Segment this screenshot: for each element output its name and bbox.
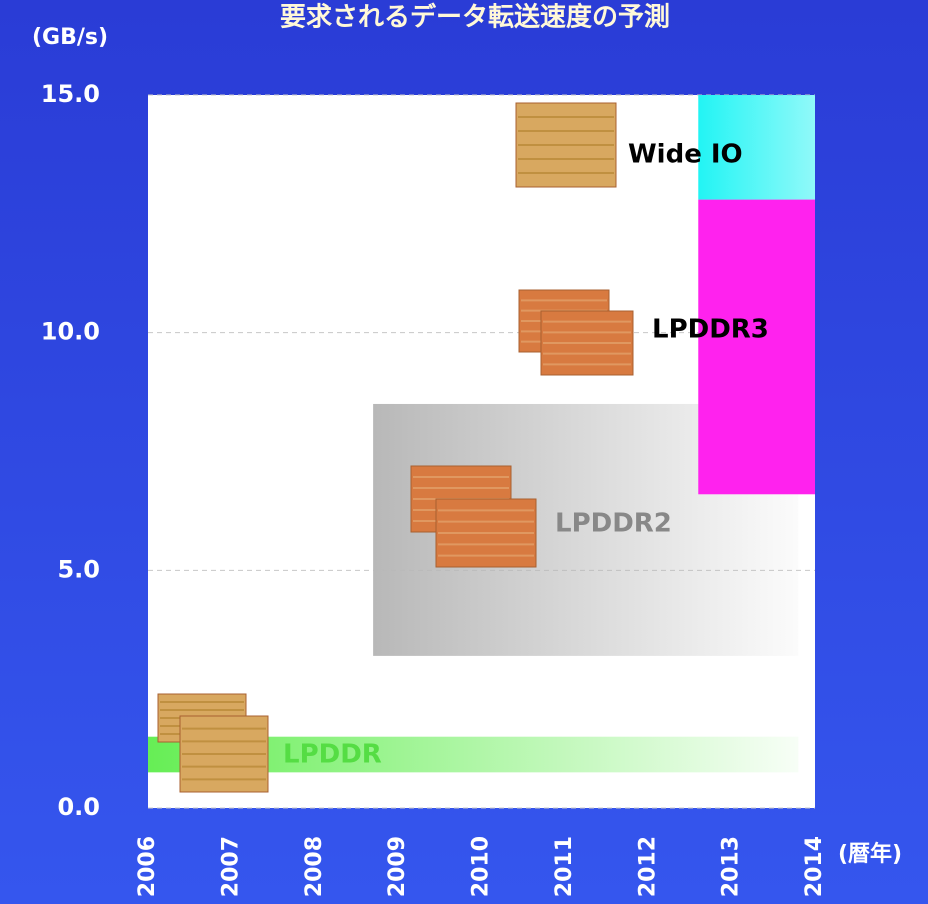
x-tick-label: 2011 — [552, 836, 577, 897]
chart-title: 要求されるデータ転送速度の予測 — [280, 2, 670, 33]
series-label: LPDDR — [283, 740, 382, 770]
x-tick-label: 2010 — [469, 836, 494, 897]
chip-icon — [435, 498, 537, 568]
y-tick-label: 15.0 — [41, 80, 100, 108]
x-tick-label: 2012 — [635, 836, 660, 897]
range-bar — [698, 95, 815, 200]
x-tick-label: 2014 — [802, 836, 827, 897]
series-label: Wide IO — [628, 140, 743, 170]
y-axis-label: (GB/s) — [32, 25, 108, 50]
range-bar — [698, 199, 815, 495]
x-tick-label: 2007 — [218, 836, 243, 897]
x-tick-label: 2008 — [302, 836, 327, 897]
series-label: LPDDR3 — [652, 315, 769, 345]
x-tick-label: 2013 — [719, 836, 744, 897]
chip-icon — [540, 310, 634, 376]
x-tick-label: 2009 — [385, 836, 410, 897]
chip-icon — [515, 102, 617, 188]
chip-icon — [179, 715, 269, 793]
y-tick-label: 0.0 — [57, 793, 100, 821]
series-label: LPDDR2 — [555, 509, 672, 539]
x-axis-label: (暦年) — [838, 841, 902, 867]
y-tick-label: 10.0 — [41, 318, 100, 346]
y-tick-label: 5.0 — [57, 555, 100, 583]
x-tick-label: 2006 — [135, 836, 160, 897]
